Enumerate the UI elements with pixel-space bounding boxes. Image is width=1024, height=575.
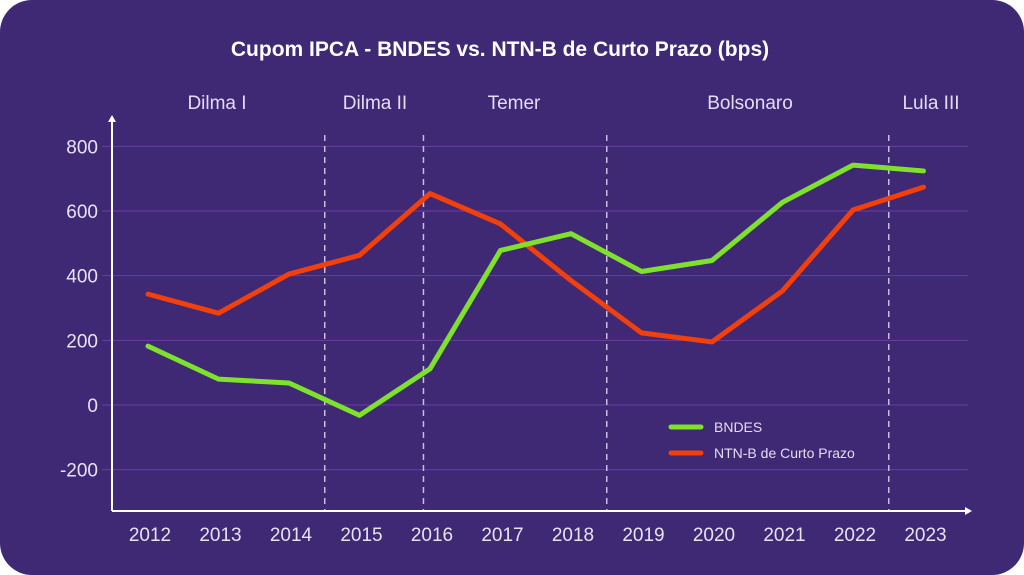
x-tick-label: 2023 (904, 525, 946, 546)
x-tick-label: 2014 (270, 525, 313, 546)
x-tick-label: 2015 (340, 525, 382, 546)
period-label: Bolsonaro (707, 93, 793, 114)
period-label: Dilma II (343, 93, 407, 114)
legend-label-ntnb: NTN-B de Curto Prazo (714, 445, 855, 461)
y-axis-arrow-icon (108, 115, 116, 122)
y-tick-label: -200 (60, 461, 98, 482)
series-line-bndes (145, 162, 926, 418)
period-label: Temer (488, 93, 541, 114)
period-dividers (324, 135, 890, 511)
y-tick-label: 600 (66, 202, 98, 223)
x-tick-labels: 2012 2013 2014 2015 2016 2017 2018 2019 2020 2021… (129, 525, 947, 546)
chart-title: Cupom IPCA - BNDES vs. NTN-B de Curto Pr… (231, 38, 769, 61)
period-label: Lula III (902, 93, 959, 114)
x-tick-label: 2019 (622, 525, 664, 546)
x-axis-arrow-icon (965, 507, 972, 515)
y-tick-label: 200 (66, 331, 98, 352)
x-tick-label: 2022 (834, 525, 876, 546)
period-labels: Dilma I Dilma II Temer Bolsonaro Lula III (187, 93, 959, 114)
x-tick-label: 2013 (199, 525, 241, 546)
legend-label-bndes: BNDES (714, 419, 762, 435)
y-tick-label: 800 (66, 137, 98, 158)
x-tick-label: 2018 (552, 525, 594, 546)
x-tick-label: 2016 (411, 525, 453, 546)
axes (108, 115, 972, 515)
period-label: Dilma I (187, 93, 246, 114)
x-tick-label: 2021 (763, 525, 805, 546)
x-tick-label: 2020 (693, 525, 735, 546)
x-tick-label: 2012 (129, 525, 171, 546)
gridlines (102, 145, 968, 471)
y-tick-label: 400 (66, 267, 98, 288)
series-lines (145, 162, 926, 418)
x-tick-label: 2017 (481, 525, 523, 546)
y-tick-label: 0 (87, 396, 98, 417)
legend: BNDES NTN-B de Curto Prazo (668, 419, 855, 461)
series-line-ntnb (145, 184, 926, 345)
y-tick-labels: 800 600 400 200 0 -200 (60, 137, 98, 481)
